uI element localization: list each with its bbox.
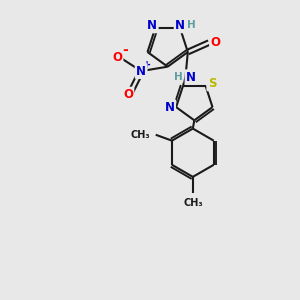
- Text: -: -: [122, 44, 128, 58]
- Text: CH₃: CH₃: [131, 130, 150, 140]
- Text: H: H: [187, 20, 196, 30]
- Text: N: N: [147, 19, 157, 32]
- Text: O: O: [123, 88, 133, 101]
- Text: N: N: [165, 100, 175, 114]
- Text: O: O: [112, 51, 122, 64]
- Text: +: +: [143, 60, 151, 70]
- Text: S: S: [208, 77, 216, 90]
- Text: CH₃: CH₃: [183, 198, 203, 208]
- Text: O: O: [211, 36, 220, 49]
- Text: N: N: [175, 19, 185, 32]
- Text: N: N: [186, 70, 196, 84]
- Text: H: H: [174, 72, 182, 82]
- Text: N: N: [136, 64, 146, 78]
